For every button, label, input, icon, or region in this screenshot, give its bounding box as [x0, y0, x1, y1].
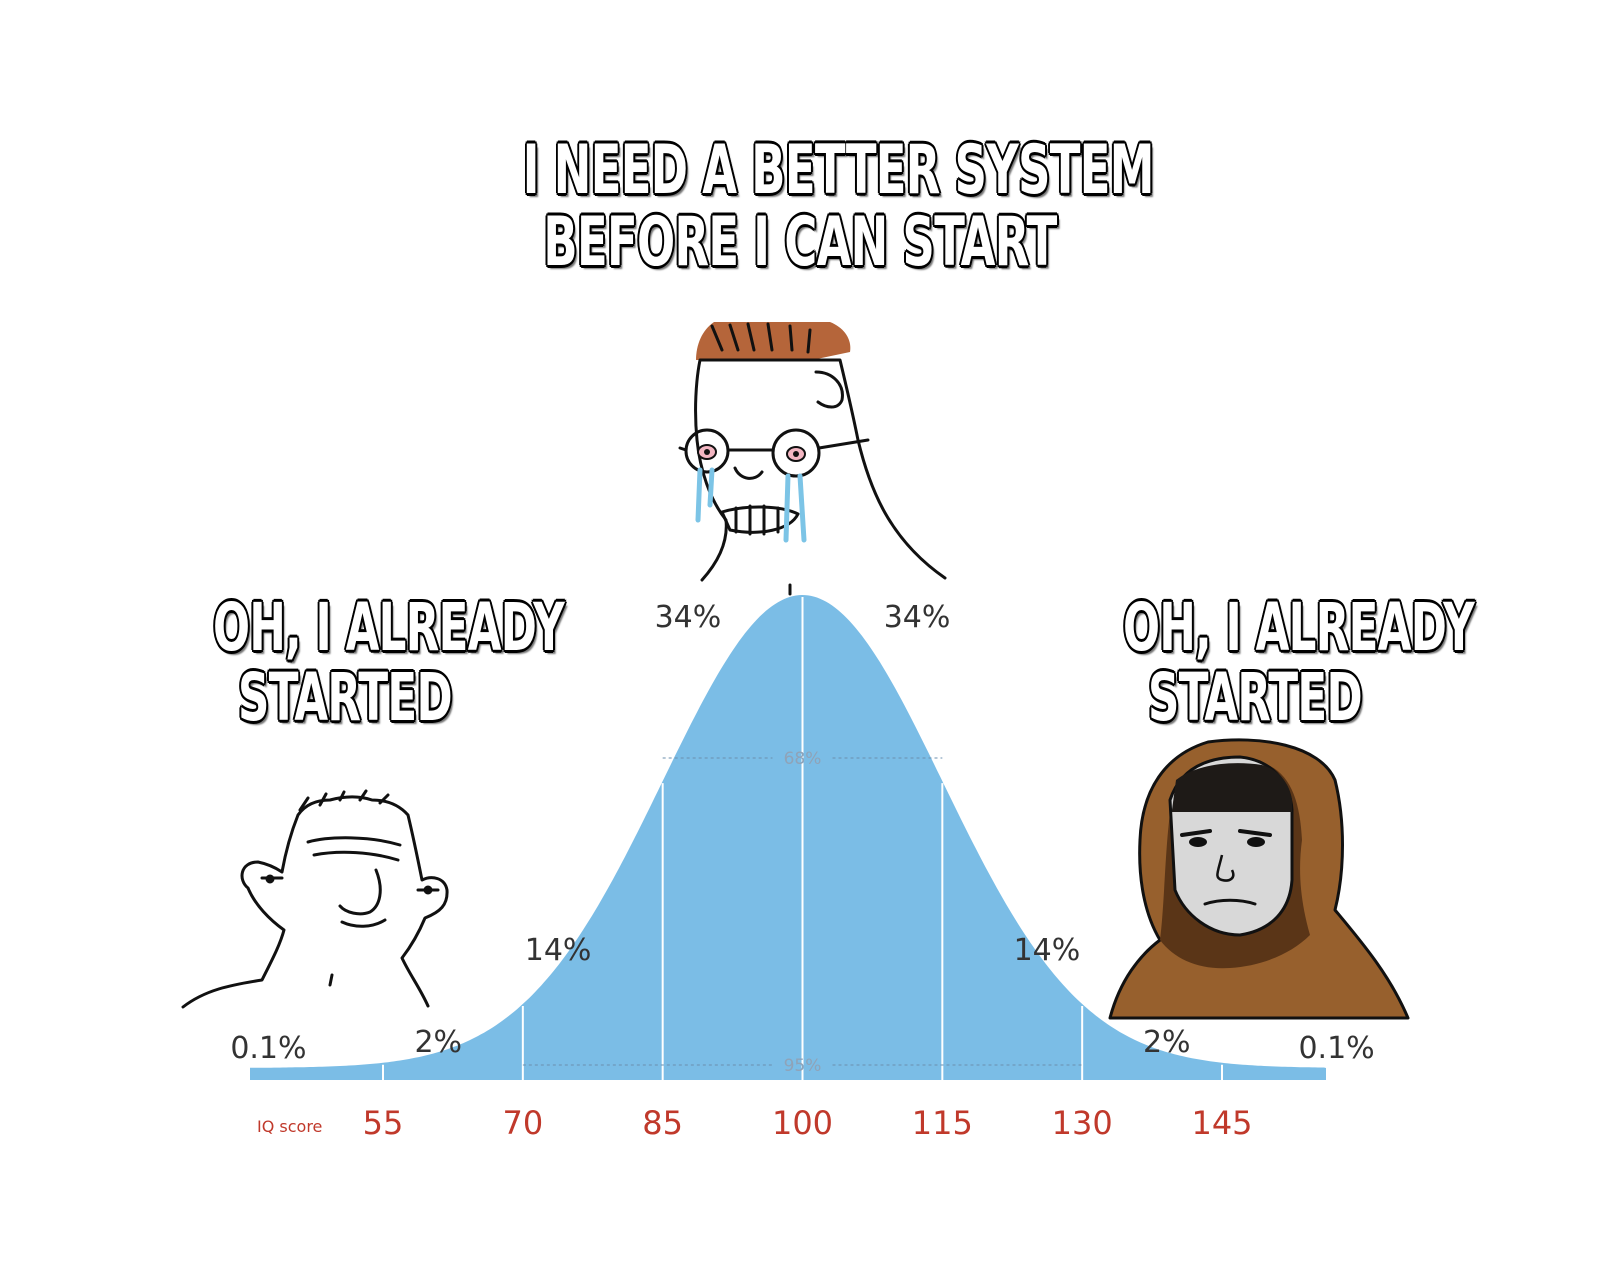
band-percent-label: 2% — [414, 1025, 462, 1060]
caption-left-line-1: OH, I ALREADY — [213, 589, 565, 666]
x-tick-label: 100 — [772, 1104, 833, 1142]
x-tick-label: 85 — [642, 1104, 683, 1142]
sd-divider-layer — [382, 597, 1223, 1080]
interval-layer: 68% 95% — [522, 749, 1083, 1076]
caption-top-line-2: BEFORE I CAN START — [543, 203, 1057, 282]
x-tick-label: 115 — [912, 1104, 973, 1142]
band-percent-label: 14% — [1014, 933, 1081, 968]
x-tick-label: 70 — [502, 1104, 543, 1142]
tick-label-layer: 55 70 85 100 115 130 145 — [363, 1104, 1253, 1142]
x-tick-label: 130 — [1052, 1104, 1113, 1142]
x-axis-name: IQ score — [257, 1117, 322, 1136]
caption-right-line-2: STARTED — [1147, 659, 1363, 736]
wojak-crying-glasses-icon — [678, 322, 947, 596]
wojak-hooded-icon — [1108, 738, 1410, 1020]
band-percent-label: 34% — [884, 600, 951, 635]
caption-top: I NEED A BETTER SYSTEM BEFORE I CAN STAR… — [522, 131, 1155, 282]
caption-right: OH, I ALREADY STARTED — [1123, 589, 1475, 736]
caption-right-line-1: OH, I ALREADY — [1123, 589, 1475, 666]
band-percent-label: 0.1% — [230, 1031, 306, 1066]
caption-top-line-1: I NEED A BETTER SYSTEM — [522, 131, 1155, 210]
bell-curve-area-layer — [250, 595, 1326, 1080]
band-percent-label: 2% — [1143, 1025, 1191, 1060]
interval-label: 68% — [784, 749, 822, 769]
band-percent-label: 34% — [655, 600, 722, 635]
caption-left-line-2: STARTED — [237, 659, 453, 736]
wojak-simple-icon — [181, 789, 449, 1009]
caption-left: OH, I ALREADY STARTED — [213, 589, 565, 736]
band-label-layer: 0.1% 2% 14% 34% 34% 14% 2% 0.1% — [230, 600, 1374, 1066]
band-percent-label: 14% — [525, 933, 592, 968]
interval-label: 95% — [784, 1056, 822, 1076]
x-tick-label: 145 — [1191, 1104, 1252, 1142]
band-percent-label: 0.1% — [1298, 1031, 1374, 1066]
x-tick-label: 55 — [363, 1104, 404, 1142]
bell-curve-area — [250, 595, 1326, 1080]
